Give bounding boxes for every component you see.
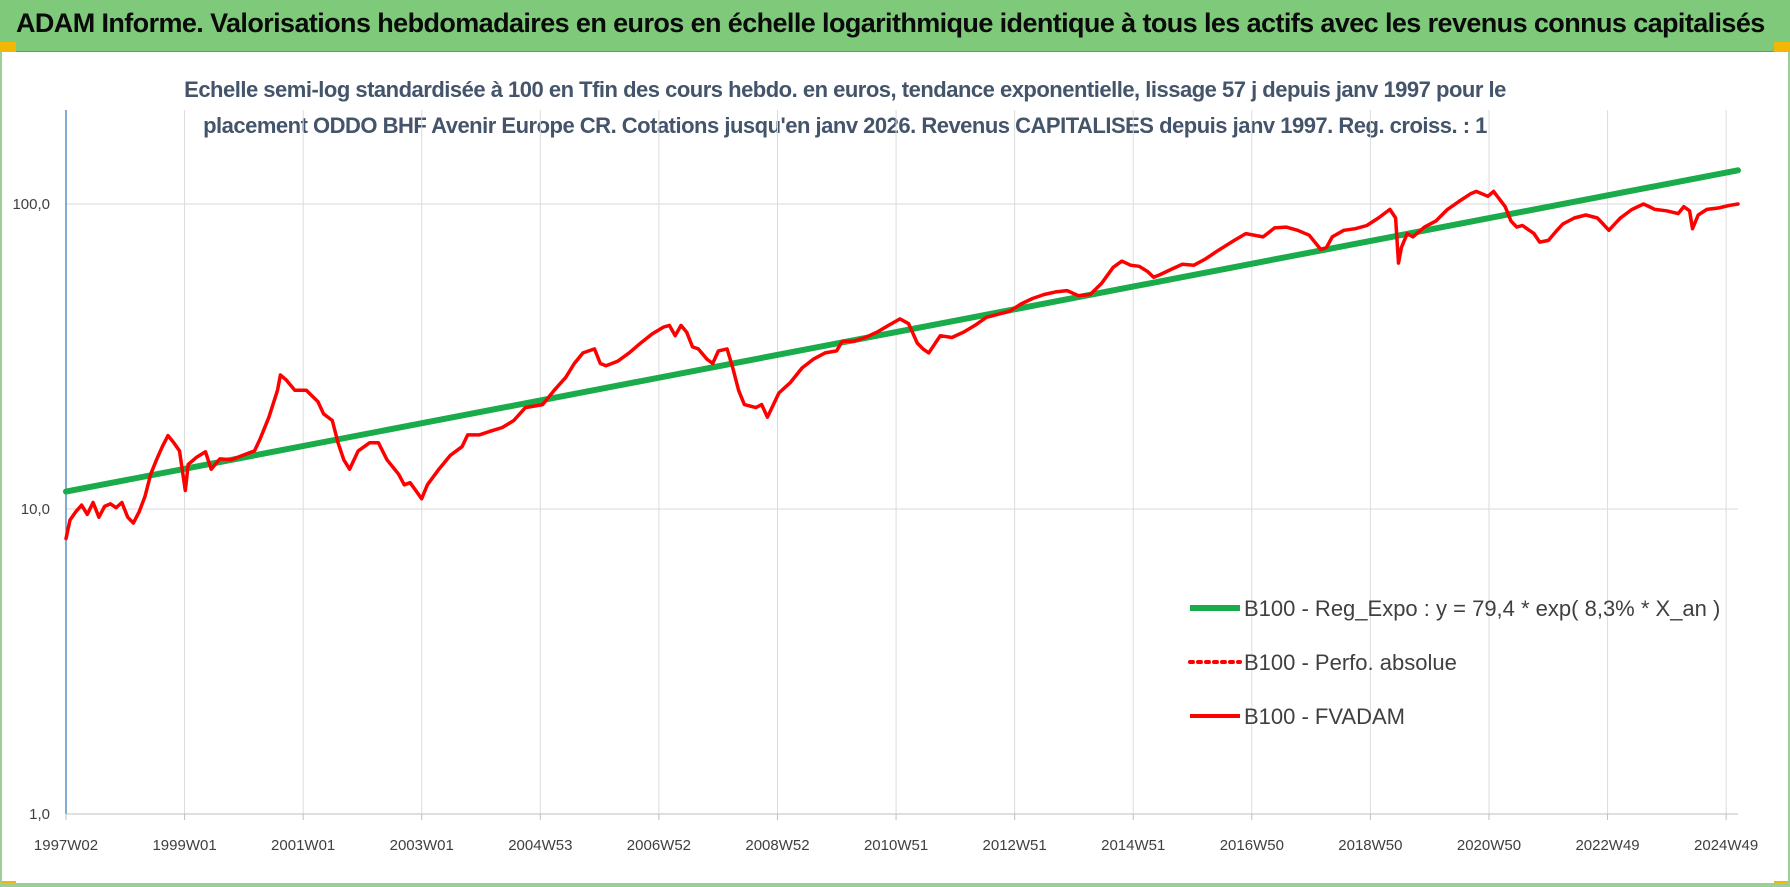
x-tick-label: 2022W49 [1575,837,1639,854]
x-tick-label: 1999W01 [152,837,216,854]
x-tick-label: 2003W01 [390,837,454,854]
y-tick-label: 1,0 [29,806,50,823]
corner-mark-right [1774,42,1790,52]
chart-grid [65,110,1738,815]
legend-label-1: B100 - Perfo. absolue [1244,650,1457,675]
series-line-0 [63,167,1741,495]
x-tick-label: 2018W50 [1338,837,1402,854]
x-tick-label: 2012W51 [983,837,1047,854]
report-header-title: ADAM Informe. Valorisations hebdomadaire… [16,8,1765,38]
y-tick-label: 10,0 [21,501,50,518]
legend-label-0: B100 - Reg_Expo : y = 79,4 * exp( 8,3% *… [1244,596,1720,621]
x-tick-label: 2010W51 [864,837,928,854]
chart-title-line-2: placement ODDO BHF Avenir Europe CR. Cot… [203,113,1487,138]
x-tick-label: 2014W51 [1101,837,1165,854]
x-tick-label: 2008W52 [745,837,809,854]
chart-series [63,167,1741,541]
x-tick-label: 2016W50 [1220,837,1284,854]
series-line-2 [64,189,1740,541]
x-tick-label: 2006W52 [627,837,691,854]
y-tick-label: 100,0 [12,196,50,213]
chart-axis-ticks: 1,0 10,0 100,0 1997W02 1999W01 2001W01 2003W01… [12,196,1758,854]
x-tick-label: 2001W01 [271,837,335,854]
chart-legend: B100 - Reg_Expo : y = 79,4 * exp( 8,3% *… [1188,596,1720,729]
corner-mark-left [0,42,16,52]
x-tick-label: 1997W02 [34,837,98,854]
legend-label-2: B100 - FVADAM [1244,704,1405,729]
x-tick-label: 2020W50 [1457,837,1521,854]
chart-frame [0,52,1790,887]
report-header-banner: ADAM Informe. Valorisations hebdomadaire… [0,0,1790,52]
chart-title-line-1: Echelle semi-log standardisée à 100 en T… [184,77,1506,102]
x-tick-label: 2024W49 [1694,837,1758,854]
x-tick-label: 2004W53 [508,837,572,854]
